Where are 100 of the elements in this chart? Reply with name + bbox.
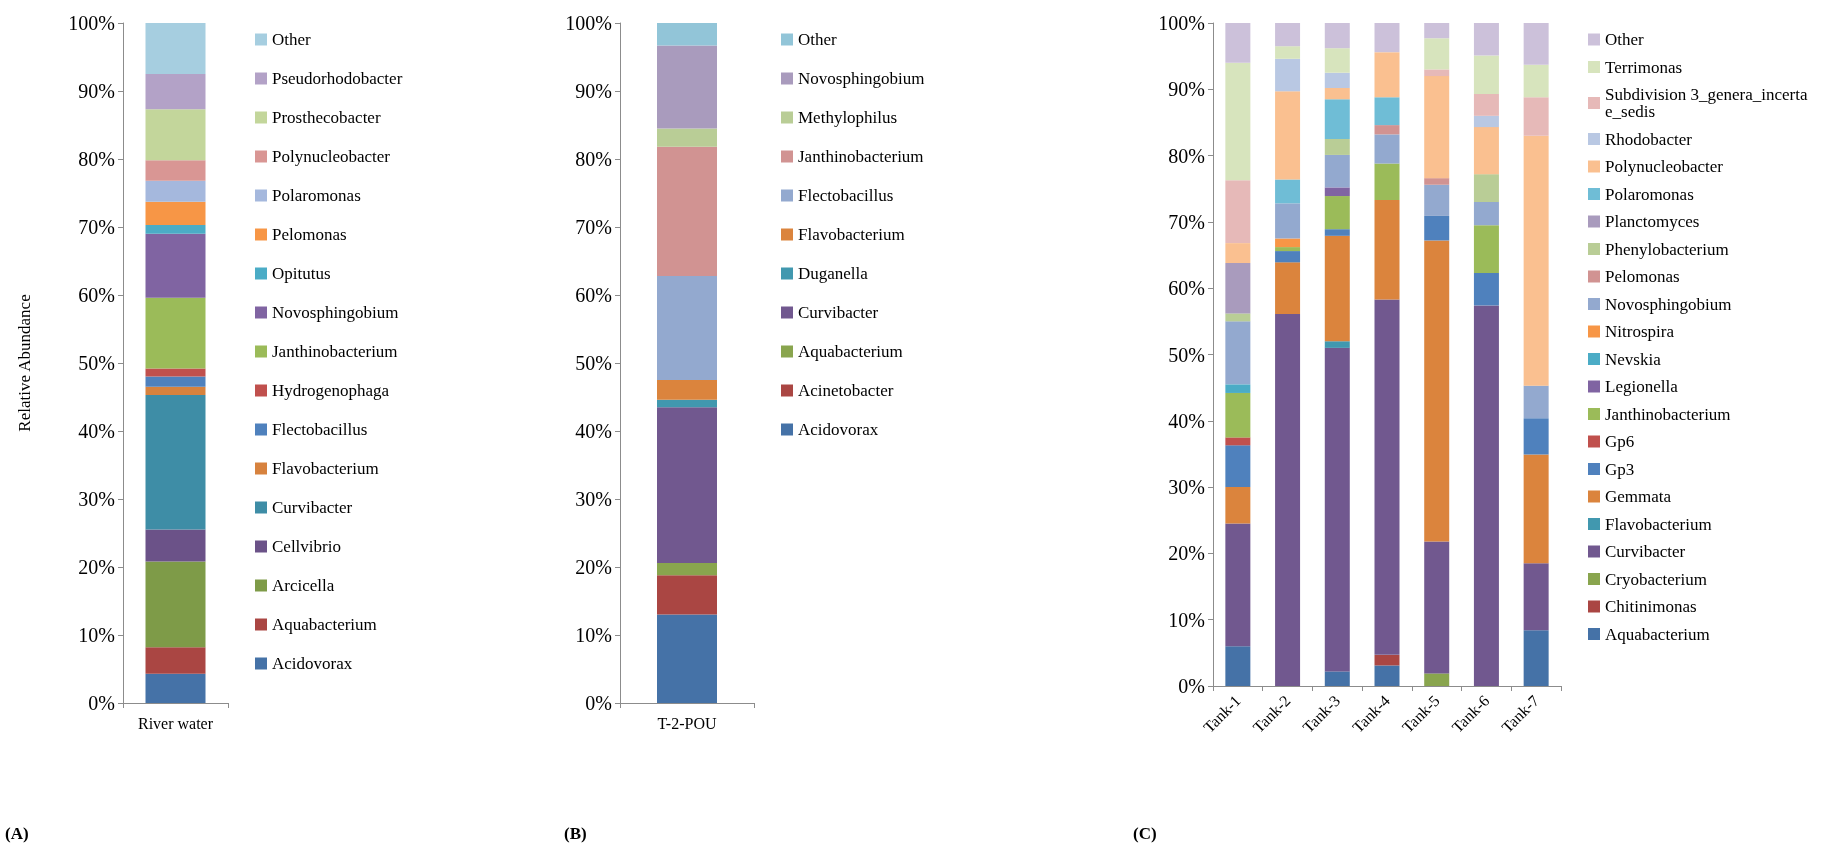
bar bbox=[1374, 134, 1400, 164]
legend-label: Curvibacter bbox=[1605, 542, 1686, 561]
bar bbox=[1324, 229, 1350, 236]
bar bbox=[1225, 487, 1251, 524]
legend-label: Curvibacter bbox=[272, 498, 353, 517]
bar bbox=[1523, 135, 1549, 386]
bar bbox=[1523, 454, 1549, 564]
bar bbox=[1275, 46, 1301, 59]
y-tick-label: 70% bbox=[1168, 210, 1205, 233]
bar bbox=[1324, 347, 1350, 672]
bar bbox=[145, 297, 206, 369]
text: (C) bbox=[1133, 824, 1157, 843]
bar bbox=[657, 399, 717, 408]
bar bbox=[1324, 154, 1350, 188]
y-tick-label: 60% bbox=[78, 284, 115, 306]
bar bbox=[1473, 225, 1499, 273]
bar bbox=[1275, 238, 1301, 248]
bar bbox=[1374, 97, 1400, 126]
legend-label: Polynucleobacter bbox=[1605, 157, 1724, 176]
legend-label: Pseudorhodobacter bbox=[272, 69, 403, 88]
bar bbox=[1275, 247, 1301, 252]
y-tick-label: 20% bbox=[575, 556, 612, 578]
bar bbox=[1523, 385, 1549, 419]
legend-label: Gp3 bbox=[1605, 459, 1635, 479]
bar bbox=[145, 74, 206, 110]
bar bbox=[1324, 23, 1350, 49]
bar bbox=[145, 201, 206, 225]
bar bbox=[145, 224, 206, 234]
bar bbox=[657, 575, 717, 615]
bar bbox=[1225, 263, 1251, 314]
legend-label: Duganella bbox=[798, 264, 869, 283]
bar bbox=[145, 561, 206, 648]
legend-label: Polaromonas bbox=[272, 186, 361, 205]
bar bbox=[1523, 97, 1549, 136]
text: (A) bbox=[5, 824, 29, 843]
bar bbox=[1225, 437, 1251, 446]
bar bbox=[1374, 654, 1400, 666]
legend-label: Gp6 bbox=[1605, 432, 1635, 451]
legend-label: Opitutus bbox=[272, 264, 331, 283]
bar bbox=[1473, 23, 1499, 56]
bar bbox=[1225, 321, 1251, 385]
bar bbox=[1324, 341, 1350, 348]
bar bbox=[657, 128, 717, 147]
bar bbox=[1523, 23, 1549, 65]
legend-label: Pelomonas bbox=[1605, 267, 1680, 286]
bar bbox=[1374, 163, 1400, 201]
bar bbox=[1473, 93, 1499, 116]
y-tick-label: 40% bbox=[575, 420, 612, 442]
bar bbox=[657, 23, 717, 46]
bar bbox=[1374, 23, 1400, 53]
legend-label: Phenylobacterium bbox=[1605, 239, 1729, 259]
legend-label: Methylophilus bbox=[798, 108, 898, 127]
bar bbox=[1225, 523, 1251, 647]
bar bbox=[1374, 299, 1400, 655]
bar bbox=[1324, 72, 1350, 88]
bar bbox=[1424, 240, 1450, 542]
bar bbox=[1424, 23, 1450, 39]
bar bbox=[1275, 58, 1301, 92]
y-tick-label: 100% bbox=[1158, 12, 1205, 34]
legend-label: Flectobacillus bbox=[272, 420, 368, 439]
legend-label: Novosphingobium bbox=[272, 303, 399, 322]
bar bbox=[657, 275, 717, 380]
legend-label: Legionella bbox=[1605, 377, 1679, 396]
y-tick-label: 50% bbox=[575, 352, 612, 374]
bar bbox=[1324, 87, 1350, 100]
bar bbox=[1225, 180, 1251, 244]
legend-label: Other bbox=[1605, 30, 1645, 49]
bar bbox=[145, 647, 206, 674]
legend-label: Aquabacterium bbox=[798, 342, 903, 361]
legend-label: Cellvibrio bbox=[272, 537, 341, 556]
text: (B) bbox=[564, 824, 587, 843]
legend-label: Nevskia bbox=[1605, 349, 1662, 369]
bar bbox=[1324, 235, 1350, 342]
y-tick-label: 0% bbox=[88, 692, 115, 714]
bar bbox=[657, 614, 717, 703]
bar bbox=[1424, 69, 1450, 77]
bar bbox=[1473, 305, 1499, 686]
bar bbox=[1225, 646, 1251, 686]
legend-label: Flectobacillus bbox=[798, 186, 894, 205]
bar bbox=[657, 380, 717, 400]
bar bbox=[1275, 23, 1301, 47]
y-tick-label: 10% bbox=[575, 624, 612, 646]
y-tick-label: 30% bbox=[78, 488, 115, 510]
y-tick-label: 20% bbox=[78, 556, 115, 578]
legend-label: Pelomonas bbox=[272, 225, 347, 244]
legend-label: Cryobacterium bbox=[1605, 569, 1707, 589]
bar bbox=[1275, 91, 1301, 180]
bar bbox=[145, 109, 206, 161]
legend-label: Janthinobacterium bbox=[272, 342, 398, 361]
y-tick-label: 80% bbox=[575, 148, 612, 170]
bar bbox=[1324, 196, 1350, 230]
bar bbox=[1473, 272, 1499, 306]
bar bbox=[1275, 251, 1301, 263]
legend-label: Rhodobacter bbox=[1605, 129, 1693, 149]
bar bbox=[1225, 243, 1251, 264]
bar bbox=[1424, 541, 1450, 674]
y-tick-label: 10% bbox=[78, 624, 115, 646]
bar bbox=[1225, 23, 1251, 63]
y-tick-label: 90% bbox=[78, 80, 115, 102]
bar bbox=[145, 160, 206, 181]
